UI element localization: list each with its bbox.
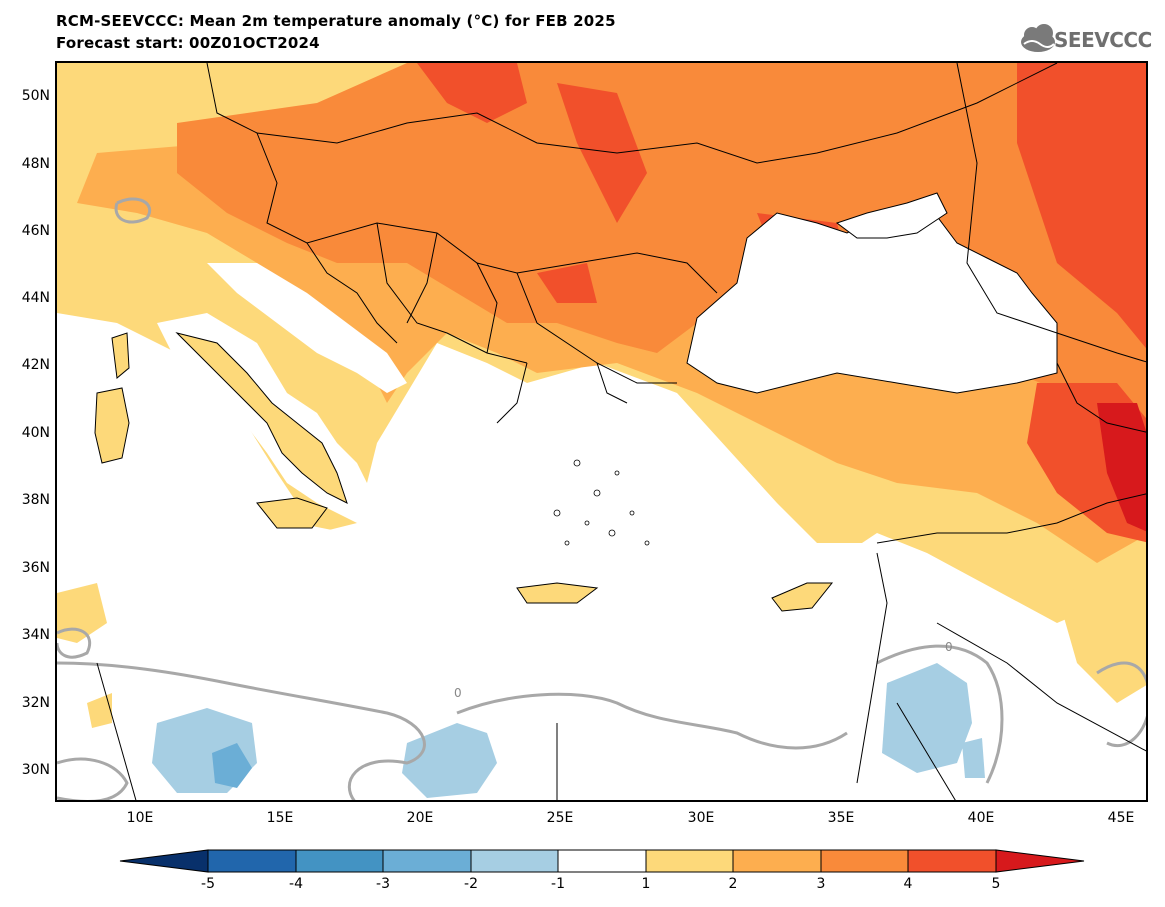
lat-label: 38N — [21, 492, 50, 508]
cyprus — [771, 582, 834, 612]
zero-contour-line — [57, 757, 129, 800]
lat-label: 40N — [21, 425, 50, 441]
seevccc-logo — [1021, 24, 1055, 52]
colorbar-segment — [907, 849, 997, 873]
mediterranean-sea — [57, 413, 877, 743]
country-border — [306, 242, 398, 344]
country-border — [956, 63, 1146, 363]
lon-label: 30E — [687, 810, 715, 826]
crete — [516, 582, 599, 604]
italy — [175, 332, 348, 504]
anomaly-zone-neg3to2 — [212, 743, 252, 788]
black-sea — [686, 202, 1058, 394]
colorbar-segment — [295, 849, 384, 873]
lat-label: 32N — [21, 695, 50, 711]
anomaly-map: 0 0 — [55, 61, 1148, 802]
colorbar-label: -3 — [376, 876, 390, 892]
anomaly-zone-over5 — [1097, 403, 1146, 532]
lon-label: 15E — [266, 810, 294, 826]
lon-label: 45E — [1107, 810, 1135, 826]
zero-contour-line — [57, 661, 426, 800]
map-title: RCM-SEEVCCC: Mean 2m temperature anomaly… — [56, 12, 616, 30]
zero-contour-line — [114, 197, 151, 224]
colorbar — [119, 849, 1085, 873]
country-border — [496, 362, 628, 424]
lat-label: 48N — [21, 156, 50, 172]
corsica — [111, 332, 130, 379]
lat-label: 46N — [21, 223, 50, 239]
country-border — [856, 552, 888, 784]
country-border — [256, 132, 718, 294]
country-border — [376, 222, 528, 364]
lat-label: 50N — [21, 88, 50, 104]
colorbar-segment — [470, 849, 559, 873]
anomaly-zone-4to5 — [417, 63, 1146, 543]
crimea — [835, 192, 948, 239]
colorbar-segment — [995, 849, 1085, 873]
lat-label: 44N — [21, 290, 50, 306]
zero-contour-line — [57, 627, 92, 659]
zero-contour-line — [456, 692, 848, 750]
lat-label: 34N — [21, 627, 50, 643]
colorbar-segment — [557, 849, 647, 873]
colorbar-label: -1 — [551, 876, 565, 892]
aegean-sea — [497, 403, 667, 533]
colorbar-segment — [207, 849, 297, 873]
logo-text: SEEVCCC — [1054, 28, 1152, 52]
lon-label: 10E — [126, 810, 154, 826]
zero-contour-label: 0 — [454, 686, 462, 700]
sardinia — [94, 387, 130, 464]
zero-contour-line — [876, 644, 1004, 784]
colorbar-segment — [732, 849, 822, 873]
colorbar-label: 1 — [641, 876, 651, 892]
lat-label: 36N — [21, 560, 50, 576]
country-border — [206, 63, 1058, 164]
country-border — [876, 493, 1146, 544]
anomaly-map-svg: 0 0 — [57, 63, 1146, 800]
colorbar-label: -4 — [289, 876, 303, 892]
lat-label: 30N — [21, 762, 50, 778]
colorbar-label: 5 — [991, 876, 1001, 892]
colorbar-segment — [382, 849, 472, 873]
country-border — [1056, 362, 1146, 433]
country-border — [936, 622, 1146, 752]
zero-contour-line — [1096, 661, 1146, 747]
colorbar-segment — [820, 849, 909, 873]
anomaly-zone-neg2to1-small — [962, 738, 985, 778]
colorbar-label: -5 — [201, 876, 215, 892]
adriatic-sea — [207, 263, 407, 393]
colorbar-segment — [119, 849, 209, 873]
lon-label: 20E — [406, 810, 434, 826]
colorbar-label: 2 — [728, 876, 738, 892]
colorbar-label: 4 — [903, 876, 913, 892]
lat-label: 42N — [21, 357, 50, 373]
lon-label: 40E — [967, 810, 995, 826]
country-border — [96, 662, 956, 800]
anomaly-zone-neg2to1-arabia — [882, 663, 972, 773]
sicily — [256, 497, 328, 529]
colorbar-segment — [645, 849, 734, 873]
lon-label: 25E — [546, 810, 574, 826]
lon-label: 35E — [827, 810, 855, 826]
colorbar-label: 3 — [816, 876, 826, 892]
colorbar-label: -2 — [464, 876, 478, 892]
forecast-start-subtitle: Forecast start: 00Z01OCT2024 — [56, 34, 320, 52]
anomaly-zone-3to4 — [177, 63, 1146, 422]
zero-contour-label: 0 — [945, 640, 953, 654]
country-border — [406, 232, 498, 354]
